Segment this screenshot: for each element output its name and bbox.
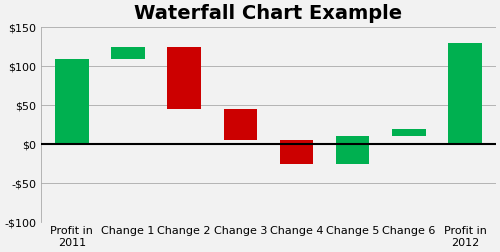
Bar [336, 136, 370, 164]
Bar [392, 129, 426, 136]
Bar [168, 47, 201, 109]
Bar [224, 109, 257, 140]
Bar [448, 43, 482, 144]
Bar [55, 59, 89, 144]
Bar [111, 47, 145, 59]
Title: Waterfall Chart Example: Waterfall Chart Example [134, 4, 402, 23]
Bar [280, 140, 314, 164]
